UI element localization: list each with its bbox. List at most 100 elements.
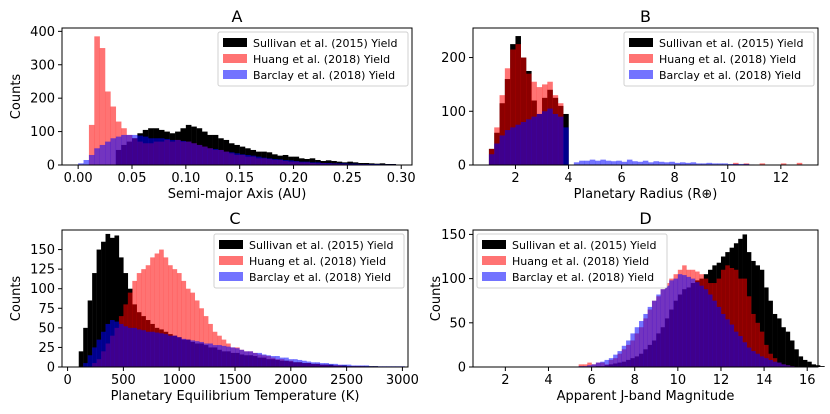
histogram-bar xyxy=(781,327,786,367)
histogram-bar xyxy=(500,135,506,165)
histogram-bar xyxy=(786,332,791,367)
histogram-bar xyxy=(584,161,590,165)
histogram-bar xyxy=(234,153,240,165)
legend-label: Barclay et al. (2018) Yield xyxy=(659,69,801,82)
y-tick-label: 100 xyxy=(441,272,466,287)
histogram-bar xyxy=(777,363,782,367)
histogram-bar xyxy=(315,362,320,367)
histogram-bar xyxy=(186,340,191,367)
x-tick-label: 12 xyxy=(773,171,790,186)
histogram-bar xyxy=(175,140,181,165)
histogram-bar xyxy=(226,347,231,367)
histogram-bar xyxy=(304,162,310,165)
histogram-bar xyxy=(531,117,537,165)
histogram-bar xyxy=(302,361,307,367)
histogram-bar xyxy=(299,162,305,165)
histogram-bar xyxy=(101,332,106,367)
x-tick-label: 500 xyxy=(111,373,136,388)
histogram-bar xyxy=(661,289,666,367)
histogram-bar xyxy=(83,328,88,367)
histogram-bar xyxy=(764,358,769,367)
histogram-bar xyxy=(558,117,564,165)
x-axis-label: Planetary Equilibrium Temperature (K) xyxy=(111,389,360,404)
x-tick-label: 10 xyxy=(670,373,687,388)
histogram-bar xyxy=(294,161,300,165)
histogram-bar xyxy=(678,274,683,367)
histogram-bar xyxy=(235,348,240,367)
histogram-bar xyxy=(547,109,553,165)
histogram-bar xyxy=(595,161,601,165)
x-tick-label: 2 xyxy=(501,373,509,388)
x-tick-label: 2500 xyxy=(330,373,363,388)
histogram-bar xyxy=(630,333,635,367)
histogram-bar xyxy=(257,353,262,367)
x-tick-label: 0.05 xyxy=(118,171,147,186)
histogram-bar xyxy=(100,145,106,165)
histogram-bar xyxy=(148,138,154,165)
histogram-bar xyxy=(613,355,618,367)
histogram-bar xyxy=(627,160,633,165)
histogram-bar xyxy=(119,324,124,367)
histogram-bar xyxy=(743,342,748,367)
histogram-bar xyxy=(643,161,649,165)
histogram-bar xyxy=(106,324,111,367)
histogram-bar xyxy=(747,348,752,367)
x-tick-label: 6 xyxy=(617,171,625,186)
histogram-bar xyxy=(632,161,638,165)
histogram-bar xyxy=(494,144,500,165)
histogram-bar xyxy=(521,122,527,165)
histogram-bar xyxy=(217,345,222,367)
x-tick-label: 1500 xyxy=(218,373,251,388)
histogram-bar xyxy=(665,286,670,367)
histogram-bar xyxy=(653,161,659,165)
histogram-bar xyxy=(150,332,155,367)
histogram-bar xyxy=(695,282,700,367)
histogram-bar xyxy=(88,355,93,367)
y-tick-label: 100 xyxy=(30,282,55,297)
histogram-bar xyxy=(121,135,127,165)
legend-swatch xyxy=(482,240,506,249)
x-axis-label: Planetary Radius (R⊕) xyxy=(574,187,718,202)
histogram-bar xyxy=(563,127,569,165)
histogram-bar xyxy=(298,360,303,367)
histogram-bar xyxy=(768,360,773,367)
histogram-bar xyxy=(635,327,640,367)
histogram-bar xyxy=(253,353,258,367)
histogram-bar xyxy=(622,346,627,367)
histogram-bar xyxy=(164,334,169,367)
histogram-bar xyxy=(691,279,696,367)
legend-label: Barclay et al. (2018) Yield xyxy=(249,271,391,284)
histogram-bar xyxy=(141,330,146,367)
y-tick-label: 0 xyxy=(458,361,466,376)
histogram-bar xyxy=(267,158,273,165)
histogram-bar xyxy=(515,125,521,165)
histogram-bar xyxy=(725,319,730,367)
histogram-bar xyxy=(250,156,256,165)
histogram-bar xyxy=(686,277,691,367)
histogram-bar xyxy=(803,360,808,367)
histogram-bar xyxy=(600,362,605,367)
histogram-bar xyxy=(110,138,116,165)
legend-swatch xyxy=(482,272,506,281)
x-tick-label: 0.10 xyxy=(171,171,200,186)
histogram-bar xyxy=(132,328,137,367)
histogram-bar xyxy=(123,326,128,367)
histogram-bar xyxy=(180,141,186,165)
y-tick-label: 25 xyxy=(38,341,55,356)
histogram-bar xyxy=(110,320,115,367)
histogram-bar xyxy=(600,160,606,165)
histogram-bar xyxy=(271,356,276,367)
histogram-bar xyxy=(262,354,267,367)
histogram-bar xyxy=(738,336,743,367)
histogram-bar xyxy=(799,356,804,367)
legend-label: Huang et al. (2018) Yield xyxy=(249,255,386,268)
x-axis-label: Semi-major Axis (AU) xyxy=(168,187,307,202)
histogram-bar xyxy=(755,354,760,367)
histogram-bar xyxy=(579,161,585,165)
y-tick-label: 300 xyxy=(30,58,55,73)
legend-label: Huang et al. (2018) Yield xyxy=(659,53,796,66)
histogram-bar xyxy=(626,340,631,367)
